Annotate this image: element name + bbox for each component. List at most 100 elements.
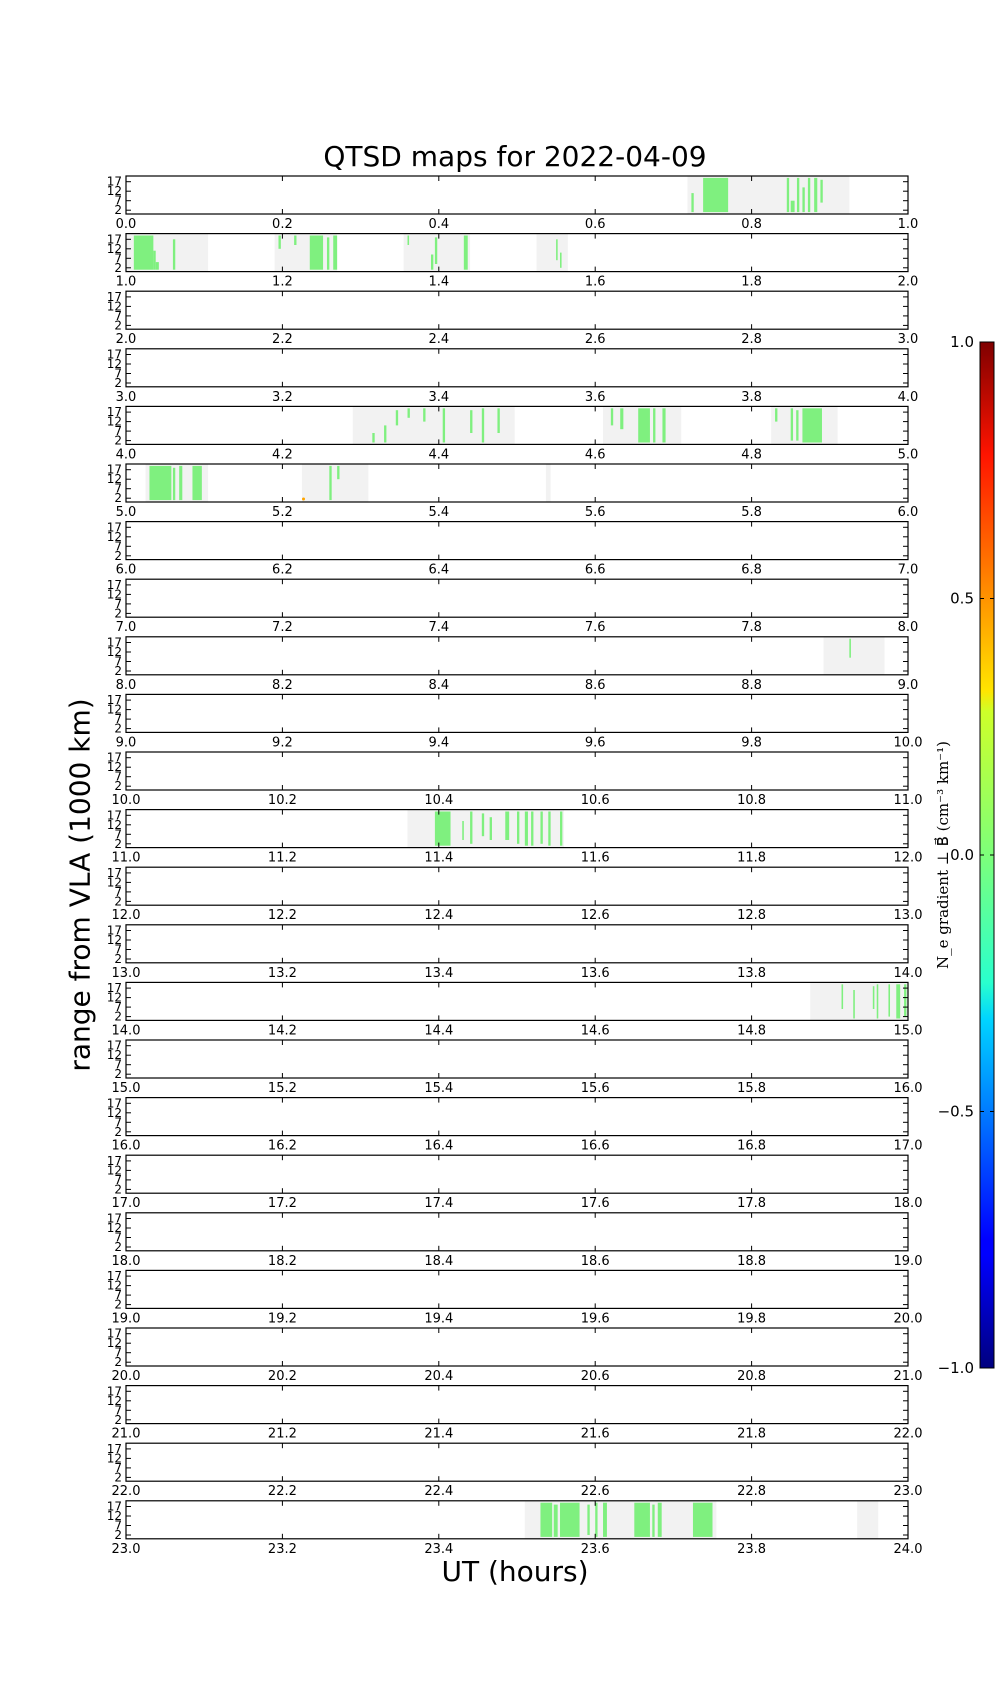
y-tick-label: 2 (114, 894, 122, 908)
x-tick-label: 22.0 (112, 1484, 141, 1499)
x-tick-label: 2.8 (741, 332, 762, 347)
x-tick-label: 14.2 (268, 1023, 297, 1038)
y-tick-label: 2 (114, 606, 122, 620)
y-tick-label: 7 (114, 1058, 122, 1072)
gradient-segment (309, 235, 324, 270)
y-tick-label: 17 (107, 1500, 122, 1514)
y-tick-label: 7 (114, 943, 122, 957)
y-tick-label: 12 (107, 1394, 122, 1408)
y-tick-label: 2 (114, 1125, 122, 1139)
gradient-segment (540, 811, 543, 844)
gradient-segment (807, 177, 811, 213)
y-tick-label: 12 (107, 1106, 122, 1120)
gradient-segment (278, 235, 281, 249)
y-tick-label: 2 (114, 261, 122, 275)
gradient-segment (703, 177, 729, 213)
x-tick-label: 22.6 (581, 1484, 610, 1499)
y-tick-label: 17 (107, 1154, 122, 1168)
x-tick-label: 7.8 (741, 620, 762, 635)
x-tick-label: 15.8 (737, 1081, 766, 1096)
x-tick-label: 7.2 (272, 620, 293, 635)
y-tick-label: 17 (107, 1212, 122, 1226)
gradient-segment (790, 408, 794, 441)
panel-frame (125, 1500, 909, 1540)
x-tick-label: 0.8 (741, 217, 762, 232)
gradient-segment (796, 410, 799, 441)
y-tick-label: 7 (114, 424, 122, 438)
y-tick-label: 17 (107, 232, 122, 246)
y-tick-label: 2 (114, 376, 122, 390)
x-tick-label: 1.0 (116, 275, 137, 290)
x-tick-label: 13.0 (112, 966, 141, 981)
gradient-segment (888, 984, 891, 1017)
gradient-segment (329, 465, 332, 501)
panel-frame (125, 1442, 909, 1482)
gradient-segment (430, 254, 434, 270)
x-tick-label: 6.8 (741, 563, 762, 578)
y-tick-label: 7 (114, 482, 122, 496)
panel-frame (125, 1212, 909, 1252)
gradient-segment (662, 408, 666, 443)
colorbar-tick-label: 0.5 (950, 590, 974, 608)
gradient-segment (481, 813, 485, 837)
x-tick-label: 1.8 (741, 275, 762, 290)
gradient-segment (463, 235, 468, 270)
y-tick-label: 17 (107, 463, 122, 477)
x-tick-label: 9.6 (585, 735, 606, 750)
x-tick-label: 23.0 (894, 1484, 923, 1499)
x-tick-label: 22.8 (737, 1484, 766, 1499)
gradient-segment (333, 235, 338, 270)
gradient-segment (775, 408, 778, 422)
gradient-segment (517, 811, 520, 844)
x-tick-label: 11.8 (737, 851, 766, 866)
x-tick-label: 3.8 (741, 390, 762, 405)
x-tick-label: 10.4 (424, 793, 453, 808)
y-tick-label: 17 (107, 290, 122, 304)
x-tick-label: 1.6 (585, 275, 606, 290)
x-tick-label: 11.0 (112, 851, 141, 866)
panel-frame (125, 1384, 909, 1425)
y-tick-label: 12 (107, 530, 122, 544)
coverage-block (536, 233, 568, 272)
y-tick-label: 2 (114, 1182, 122, 1196)
gradient-segment (326, 237, 330, 270)
x-tick-label: 16.8 (737, 1139, 766, 1154)
gradient-segment (524, 811, 528, 846)
panel-frame (125, 751, 909, 791)
x-tick-label: 12.0 (894, 851, 923, 866)
gradient-segment (395, 410, 399, 426)
y-tick-label: 7 (114, 770, 122, 784)
x-tick-label: 6.2 (272, 563, 293, 578)
y-tick-label: 17 (107, 1039, 122, 1053)
x-tick-label: 15.2 (268, 1081, 297, 1096)
x-tick-label: 3.2 (272, 390, 293, 405)
gradient-segment (652, 1504, 655, 1537)
y-tick-label: 2 (114, 1298, 122, 1312)
gradient-segment (802, 408, 822, 443)
y-tick-label: 17 (107, 981, 122, 995)
x-tick-label: 2.0 (898, 275, 919, 290)
panel-frame (125, 1154, 909, 1194)
gradient-segment (372, 433, 375, 443)
x-tick-label: 12.4 (424, 908, 453, 923)
panel-frame (125, 1269, 909, 1310)
y-tick-label: 7 (114, 1346, 122, 1360)
gradient-segment (849, 638, 851, 658)
panel-frame (125, 1327, 909, 1367)
x-tick-label: 20.6 (581, 1369, 610, 1384)
gradient-segment (560, 811, 563, 846)
x-tick-label: 4.0 (116, 447, 137, 462)
y-tick-label: 2 (114, 779, 122, 793)
gradient-segment (790, 200, 795, 213)
